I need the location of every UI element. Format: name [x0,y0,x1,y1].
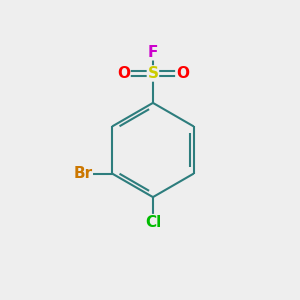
Text: F: F [148,45,158,60]
Text: Br: Br [73,166,92,181]
Text: Cl: Cl [145,214,161,230]
Text: O: O [176,66,189,81]
Text: S: S [147,66,158,81]
Text: O: O [117,66,130,81]
